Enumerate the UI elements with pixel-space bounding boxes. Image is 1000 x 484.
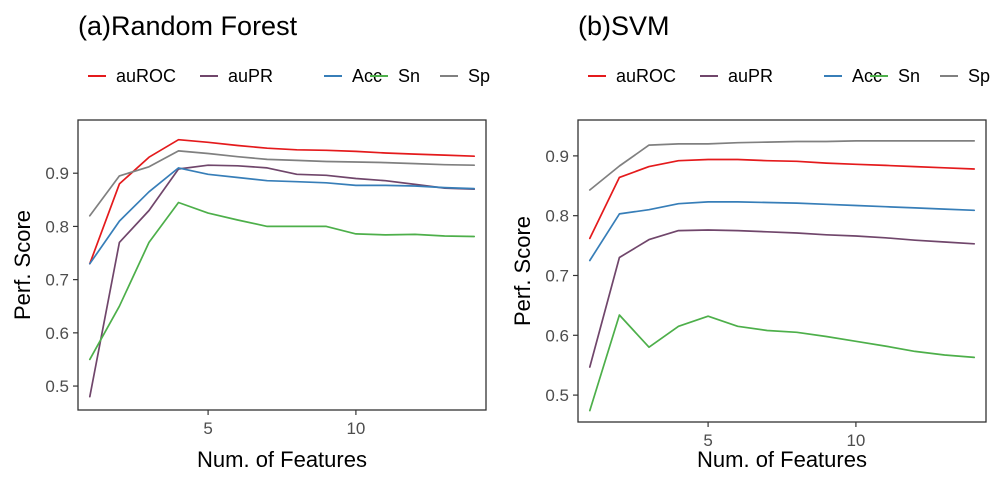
panel-b-series-auroc [588, 158, 976, 240]
panel-a-y-tick-label: 0.9 [45, 164, 69, 183]
panel-b-y-tick-label: 0.6 [545, 326, 569, 345]
panel-a-legend-label-sp: Sp [468, 66, 490, 86]
panel-b-legend: auROC auPR Acc Sn Sp [588, 66, 990, 86]
panel-a-x-axis-title: Num. of Features [197, 447, 367, 472]
panel-a-plot-area: 0.5 0.6 0.7 0.8 0.9 5 10 [45, 138, 476, 438]
panel-b-y-tick-label: 0.5 [545, 386, 569, 405]
panel-a-y-tick-label: 0.8 [45, 217, 69, 236]
panel-b: (b)SVM auROC auPR Acc Sn Sp 0.5 0.6 0.7 0.8 0.9 5… [510, 11, 990, 472]
panel-a-series-acc [88, 167, 476, 265]
panel-a: (a)Random Forest auROC auPR Acc Sn Sp 0.5 0.6… [10, 11, 490, 472]
panel-a-x-tick-label: 10 [346, 419, 365, 438]
panel-a-series-aupr [88, 164, 476, 398]
panel-a-series-sp [88, 150, 476, 217]
panel-a-series-auroc [88, 138, 476, 265]
panel-a-y-tick-label: 0.7 [45, 271, 69, 290]
panel-b-y-tick-label: 0.9 [545, 147, 569, 166]
panel-b-legend-label-sp: Sp [968, 66, 990, 86]
panel-b-x-tick-label: 5 [703, 431, 712, 450]
panel-b-plot-area: 0.5 0.6 0.7 0.8 0.9 5 10 [545, 140, 976, 450]
panel-a-legend-label-auroc: auROC [116, 66, 176, 86]
panel-b-series-sp [588, 140, 976, 191]
panel-a-plot-border [77, 119, 487, 411]
panel-a-legend-label-acc: Acc [352, 66, 382, 86]
panel-a-y-tick-label: 0.5 [45, 377, 69, 396]
panel-a-legend-label-sn: Sn [398, 66, 420, 86]
panel-b-title: (b)SVM [578, 11, 670, 41]
panel-b-legend-label-sn: Sn [898, 66, 920, 86]
panel-a-series-sn [88, 201, 476, 361]
panel-a-y-tick-label: 0.6 [45, 324, 69, 343]
panel-a-x-tick-label: 5 [203, 419, 212, 438]
panel-b-series-acc [588, 201, 976, 262]
panel-b-series-sn [588, 314, 976, 412]
panel-a-legend-label-aupr: auPR [228, 66, 273, 86]
panel-b-y-axis-title: Perf. Score [510, 216, 535, 326]
panel-b-y-tick-label: 0.7 [545, 266, 569, 285]
panel-b-legend-label-acc: Acc [852, 66, 882, 86]
panel-b-y-tick-label: 0.8 [545, 207, 569, 226]
panel-a-y-axis-title: Perf. Score [10, 210, 35, 320]
panel-b-x-axis-title: Num. of Features [697, 447, 867, 472]
panel-b-x-tick-label: 10 [846, 431, 865, 450]
panel-b-plot-border [577, 119, 987, 423]
panel-b-legend-label-auroc: auROC [616, 66, 676, 86]
panel-b-series-aupr [588, 229, 976, 368]
panel-b-legend-label-aupr: auPR [728, 66, 773, 86]
panel-a-title: (a)Random Forest [78, 11, 298, 41]
panel-a-legend: auROC auPR Acc Sn Sp [88, 66, 490, 86]
